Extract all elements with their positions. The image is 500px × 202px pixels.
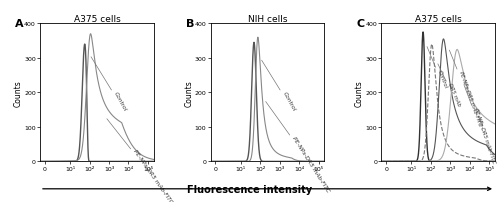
Text: PE-NPs-DR5 mAb-FITC: PE-NPs-DR5 mAb-FITC (292, 135, 331, 192)
Text: Control: Control (282, 90, 296, 112)
Text: B: B (186, 19, 194, 29)
Text: Fluorescence intensity: Fluorescence intensity (188, 184, 312, 194)
Text: PE-NPs-DR5 mAb-FITC: PE-NPs-DR5 mAb-FITC (132, 148, 173, 202)
Title: A375 cells: A375 cells (415, 15, 462, 23)
Text: C: C (356, 19, 364, 29)
Title: NIH cells: NIH cells (248, 15, 287, 23)
Text: PE-NPs-DR5 mAb-FITC: PE-NPs-DR5 mAb-FITC (472, 107, 496, 163)
Text: DR5 mAb: DR5 mAb (448, 82, 462, 107)
Text: Control: Control (113, 90, 128, 112)
Text: Control: Control (436, 69, 448, 88)
Y-axis label: Counts: Counts (14, 80, 22, 106)
Y-axis label: Counts: Counts (184, 80, 194, 106)
Title: A375 cells: A375 cells (74, 15, 120, 23)
Text: PE-NPs-DR5 mAb-FITC: PE-NPs-DR5 mAb-FITC (458, 71, 482, 127)
Text: A: A (15, 19, 24, 29)
Y-axis label: Counts: Counts (355, 80, 364, 106)
